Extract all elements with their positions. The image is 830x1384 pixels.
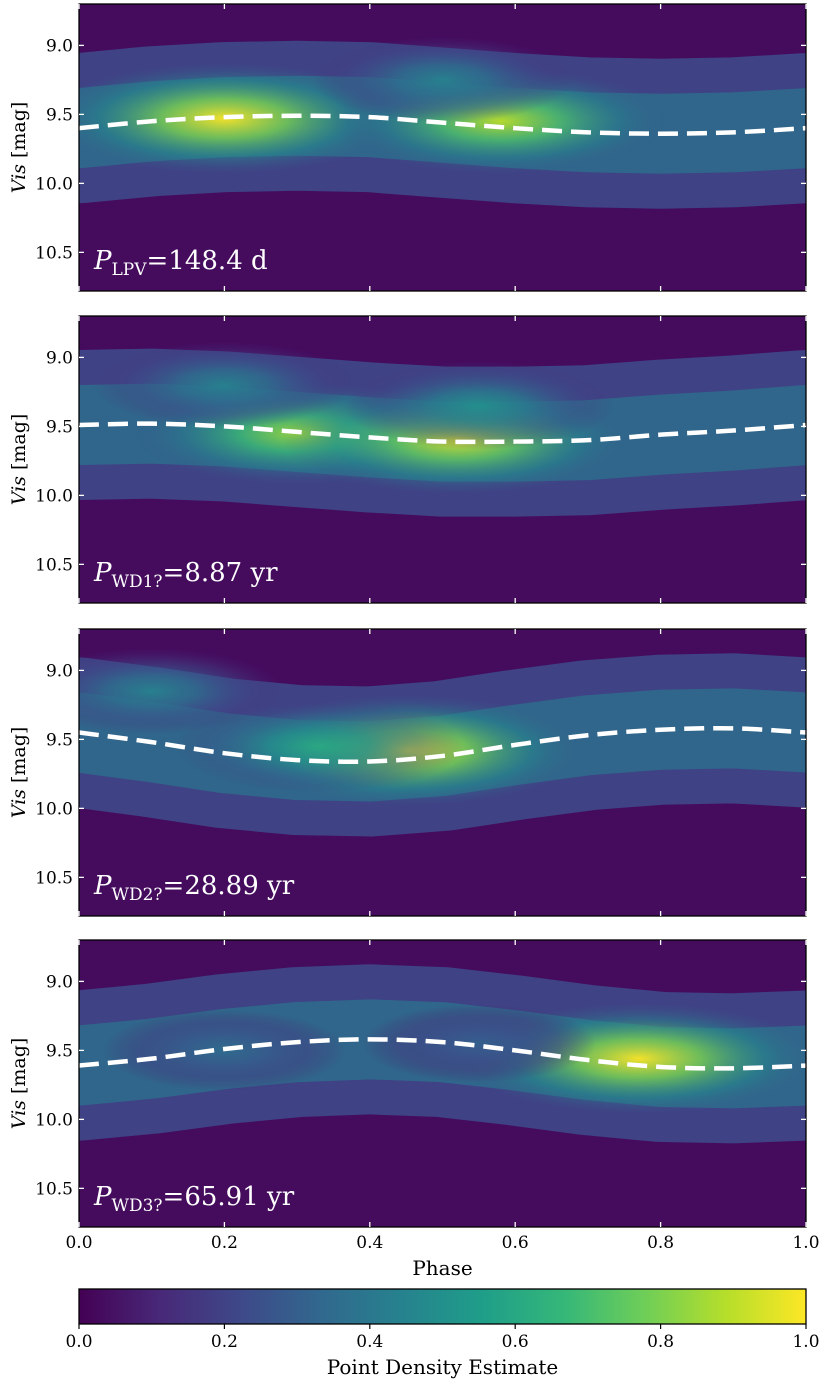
x-tick-label: 0.4	[356, 1233, 383, 1253]
plot-area	[79, 4, 806, 291]
colorbar-tick-label: 0.0	[65, 1332, 92, 1352]
y-tick-label: 10.5	[35, 868, 73, 888]
y-axis-label: Vis [mag]	[8, 727, 30, 819]
density-peak	[361, 1004, 596, 1083]
y-tick-label: 10.5	[35, 1179, 73, 1199]
density-peak	[174, 699, 463, 793]
axes-frame	[78, 315, 807, 604]
colorbar-tick-label: 0.2	[211, 1332, 238, 1352]
fit-curve	[79, 113, 806, 136]
fit-curve	[79, 421, 806, 445]
y-tick-label: 10.0	[35, 174, 73, 194]
panel-1: 9.0 9.5 10.0 10.5 Vis [mag] PLPV=148.4 d	[8, 3, 807, 292]
colorbar-label: Point Density Estimate	[327, 1355, 559, 1379]
y-tick-label: 9.0	[46, 348, 73, 368]
y-tick-label: 9.5	[46, 417, 73, 437]
panel-4: 9.0 9.5 10.0 10.5 0.0 0.2 0.4 0.6 0.8 1.0 Vis [mag…	[8, 939, 820, 1280]
y-axis-label: Vis [mag]	[8, 414, 30, 506]
period-annotation: PWD2?=28.89 yr	[93, 871, 295, 905]
period-annotation: PWD1?=8.87 yr	[93, 558, 278, 592]
colorbar-tick-label: 1.0	[792, 1332, 819, 1352]
y-axis-label: Vis [mag]	[8, 102, 30, 194]
plot-area	[79, 940, 806, 1227]
plot-area	[79, 629, 806, 916]
x-axis-label: Phase	[412, 1256, 472, 1280]
x-tick-label: 0.6	[502, 1233, 529, 1253]
x-tick-label: 0.2	[211, 1233, 238, 1253]
y-tick-label: 9.5	[46, 730, 73, 750]
colorbar-tick-label: 0.6	[502, 1332, 529, 1352]
y-tick-label: 10.0	[35, 799, 73, 819]
y-tick-label: 9.5	[46, 105, 73, 125]
axes-frame	[78, 939, 807, 1228]
colorbar-gradient	[78, 1288, 807, 1325]
period-annotation: PWD3?=65.91 yr	[93, 1182, 295, 1216]
panel-3: 9.0 9.5 10.0 10.5 Vis [mag] PWD2?=28.89 yr	[8, 628, 807, 917]
density-peak	[93, 342, 355, 428]
x-tick-label: 0.0	[65, 1233, 92, 1253]
density-peak	[343, 361, 614, 450]
x-tick-label: 0.8	[647, 1233, 674, 1253]
y-tick-label: 9.0	[46, 972, 73, 992]
y-tick-label: 9.5	[46, 1041, 73, 1061]
fit-curve	[79, 725, 806, 764]
y-tick-label: 9.0	[46, 661, 73, 681]
y-tick-label: 9.0	[46, 36, 73, 56]
y-tick-label: 10.5	[35, 555, 73, 575]
panel-2: 9.0 9.5 10.0 10.5 Vis [mag] PWD1?=8.87 yr	[8, 315, 807, 604]
colorbar-tick-label: 0.4	[356, 1332, 383, 1352]
y-tick-label: 10.0	[35, 486, 73, 506]
y-axis-label: Vis [mag]	[8, 1038, 30, 1130]
y-tick-label: 10.0	[35, 1110, 73, 1130]
density-peak	[312, 37, 573, 123]
axes-frame	[78, 628, 807, 917]
fit-curve	[79, 1037, 806, 1071]
y-tick-label: 10.5	[35, 243, 73, 263]
axes-frame	[78, 3, 807, 292]
plot-area	[79, 316, 806, 603]
x-tick-label: 1.0	[792, 1233, 819, 1253]
colorbar-tick-label: 0.8	[647, 1332, 674, 1352]
colorbar: 0.0 0.2 0.4 0.6 0.8 1.0 Point Density Estimate	[65, 1288, 820, 1379]
period-annotation: PLPV=148.4 d	[93, 246, 268, 280]
